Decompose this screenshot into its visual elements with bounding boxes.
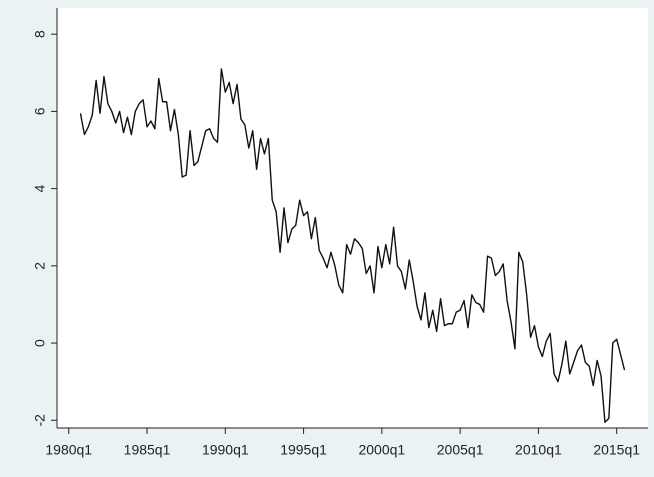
y-tick-label: 8 <box>32 30 48 38</box>
x-tick-label: 2015q1 <box>593 442 640 458</box>
x-tick-label: 1985q1 <box>124 442 171 458</box>
y-tick-label: 6 <box>32 107 48 115</box>
plot-area <box>57 8 648 428</box>
y-tick-label: 0 <box>32 339 48 347</box>
y-tick-label: 4 <box>32 185 48 193</box>
y-tick-label: 2 <box>32 262 48 270</box>
y-tick-label: -2 <box>32 414 48 427</box>
x-tick-label: 1995q1 <box>280 442 327 458</box>
x-tick-label: 2010q1 <box>515 442 562 458</box>
x-tick-label: 1980q1 <box>45 442 92 458</box>
x-tick-label: 2000q1 <box>358 442 405 458</box>
x-tick-label: 2005q1 <box>437 442 484 458</box>
x-tick-label: 1990q1 <box>202 442 249 458</box>
data-line <box>79 68 626 423</box>
